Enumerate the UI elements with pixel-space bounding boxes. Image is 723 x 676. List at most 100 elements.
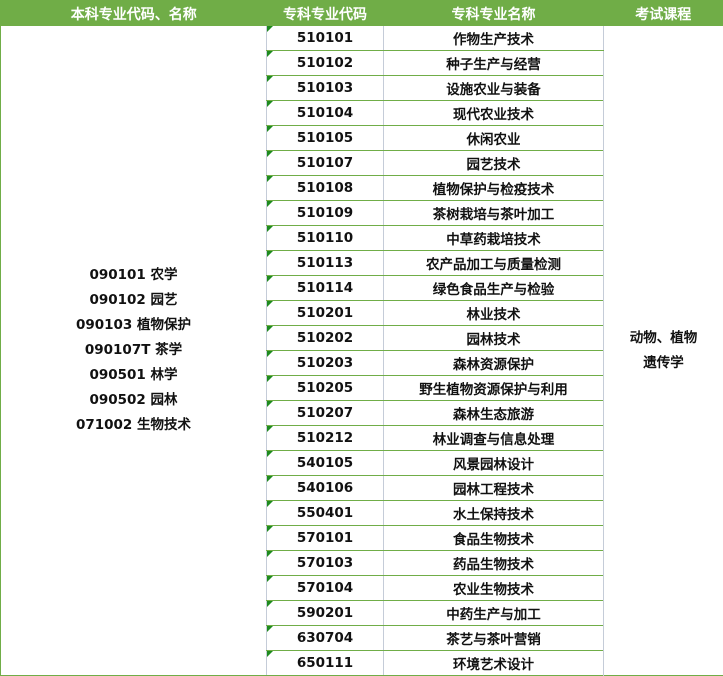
code-cell: 510105 bbox=[266, 125, 384, 151]
code-cell: 540105 bbox=[266, 450, 384, 476]
table-row: 510104 现代农业技术 bbox=[1, 100, 723, 126]
undergrad-major: 090101 农学 bbox=[89, 267, 178, 283]
table-row: 570103 药品生物技术 bbox=[1, 550, 723, 576]
code-text: 510105 bbox=[296, 130, 354, 146]
text-number-indicator-icon bbox=[267, 326, 273, 332]
code-cell: 540106 bbox=[266, 475, 384, 501]
text-number-indicator-icon bbox=[267, 526, 273, 532]
code-text: 510207 bbox=[296, 405, 354, 421]
code-cell: 510207 bbox=[266, 400, 384, 426]
name-cell: 种子生产与经营 bbox=[383, 50, 604, 76]
code-cell: 630704 bbox=[266, 625, 384, 651]
table-row: 510114 绿色食品生产与检验 bbox=[1, 275, 723, 301]
header-code: 专科专业代码 bbox=[266, 0, 384, 26]
text-number-indicator-icon bbox=[267, 301, 273, 307]
name-cell: 作物生产技术 bbox=[383, 26, 604, 51]
exam-course-cell: 动物、植物 遗传学 bbox=[603, 26, 723, 676]
text-number-indicator-icon bbox=[267, 351, 273, 357]
text-number-indicator-icon bbox=[267, 426, 273, 432]
table-row: 510102 种子生产与经营 bbox=[1, 50, 723, 76]
text-number-indicator-icon bbox=[267, 651, 273, 657]
text-number-indicator-icon bbox=[267, 201, 273, 207]
table-row: 510207 森林生态旅游 bbox=[1, 400, 723, 426]
table-row: 510108 植物保护与检疫技术 bbox=[1, 175, 723, 201]
code-cell: 510103 bbox=[266, 75, 384, 101]
code-text: 510107 bbox=[296, 155, 354, 171]
code-text: 650111 bbox=[296, 655, 354, 671]
name-cell: 现代农业技术 bbox=[383, 100, 604, 126]
table-row: 510109 茶树栽培与茶叶加工 bbox=[1, 200, 723, 226]
header-row: 本科专业代码、名称 专科专业代码 专科专业名称 考试课程 bbox=[0, 0, 723, 26]
code-text: 510103 bbox=[296, 80, 354, 96]
text-number-indicator-icon bbox=[267, 601, 273, 607]
undergrad-major: 090102 园艺 bbox=[89, 292, 178, 308]
name-cell: 设施农业与装备 bbox=[383, 75, 604, 101]
text-number-indicator-icon bbox=[267, 76, 273, 82]
undergrad-major: 090107T 茶学 bbox=[84, 342, 183, 358]
text-number-indicator-icon bbox=[267, 401, 273, 407]
code-cell: 510202 bbox=[266, 325, 384, 351]
code-cell: 590201 bbox=[266, 600, 384, 626]
code-text: 510113 bbox=[296, 255, 354, 271]
code-cell: 550401 bbox=[266, 500, 384, 526]
table-row: 510212 林业调查与信息处理 bbox=[1, 425, 723, 451]
code-text: 540106 bbox=[296, 480, 354, 496]
code-cell: 510104 bbox=[266, 100, 384, 126]
table-row: 510203 森林资源保护 bbox=[1, 350, 723, 376]
text-number-indicator-icon bbox=[267, 476, 273, 482]
code-text: 510104 bbox=[296, 105, 354, 121]
code-text: 510201 bbox=[296, 305, 354, 321]
code-cell: 510212 bbox=[266, 425, 384, 451]
code-text: 540105 bbox=[296, 455, 354, 471]
name-cell: 野生植物资源保护与利用 bbox=[383, 375, 604, 401]
exam-course-line: 遗传学 bbox=[643, 354, 684, 371]
table-row: 510202 园林技术 bbox=[1, 325, 723, 351]
code-cell: 570104 bbox=[266, 575, 384, 601]
name-cell: 植物保护与检疫技术 bbox=[383, 175, 604, 201]
text-number-indicator-icon bbox=[267, 226, 273, 232]
code-text: 510101 bbox=[296, 30, 354, 46]
code-text: 510203 bbox=[296, 355, 354, 371]
text-number-indicator-icon bbox=[267, 251, 273, 257]
table-row: 540106 园林工程技术 bbox=[1, 475, 723, 501]
table-row: 510205 野生植物资源保护与利用 bbox=[1, 375, 723, 401]
code-cell: 650111 bbox=[266, 650, 384, 676]
table-row: 510110 中草药栽培技术 bbox=[1, 225, 723, 251]
undergrad-majors-cell: 090101 农学 090102 园艺 090103 植物保护 090107T 茶学 0… bbox=[1, 26, 267, 676]
undergrad-major: 090103 植物保护 bbox=[75, 317, 192, 333]
table-row: 510103 设施农业与装备 bbox=[1, 75, 723, 101]
table-row: 510113 农产品加工与质量检测 bbox=[1, 250, 723, 276]
code-text: 510205 bbox=[296, 380, 354, 396]
undergrad-major: 090501 林学 bbox=[89, 367, 178, 383]
table-row: 630704 茶艺与茶叶营销 bbox=[1, 625, 723, 651]
code-cell: 510102 bbox=[266, 50, 384, 76]
code-text: 510110 bbox=[296, 230, 354, 246]
undergrad-major: 090502 园林 bbox=[89, 392, 178, 408]
name-cell: 水土保持技术 bbox=[383, 500, 604, 526]
table-row: 650111 环境艺术设计 bbox=[1, 650, 723, 676]
text-number-indicator-icon bbox=[267, 51, 273, 57]
code-text: 510108 bbox=[296, 180, 354, 196]
name-cell: 茶树栽培与茶叶加工 bbox=[383, 200, 604, 226]
name-cell: 药品生物技术 bbox=[383, 550, 604, 576]
header-undergrad: 本科专业代码、名称 bbox=[0, 0, 267, 26]
code-text: 570103 bbox=[296, 555, 354, 571]
code-cell: 510108 bbox=[266, 175, 384, 201]
text-number-indicator-icon bbox=[267, 276, 273, 282]
name-cell: 农产品加工与质量检测 bbox=[383, 250, 604, 276]
name-cell: 林业技术 bbox=[383, 300, 604, 326]
name-cell: 园艺技术 bbox=[383, 150, 604, 176]
name-cell: 中草药栽培技术 bbox=[383, 225, 604, 251]
table-row: 510107 园艺技术 bbox=[1, 150, 723, 176]
code-cell: 510114 bbox=[266, 275, 384, 301]
name-cell: 林业调查与信息处理 bbox=[383, 425, 604, 451]
name-cell: 森林生态旅游 bbox=[383, 400, 604, 426]
text-number-indicator-icon bbox=[267, 551, 273, 557]
code-cell: 510101 bbox=[266, 26, 384, 51]
table-row: 570101 食品生物技术 bbox=[1, 525, 723, 551]
name-cell: 环境艺术设计 bbox=[383, 650, 604, 676]
header-exam: 考试课程 bbox=[603, 0, 723, 26]
header-name: 专科专业名称 bbox=[383, 0, 604, 26]
table-row: 590201 中药生产与加工 bbox=[1, 600, 723, 626]
